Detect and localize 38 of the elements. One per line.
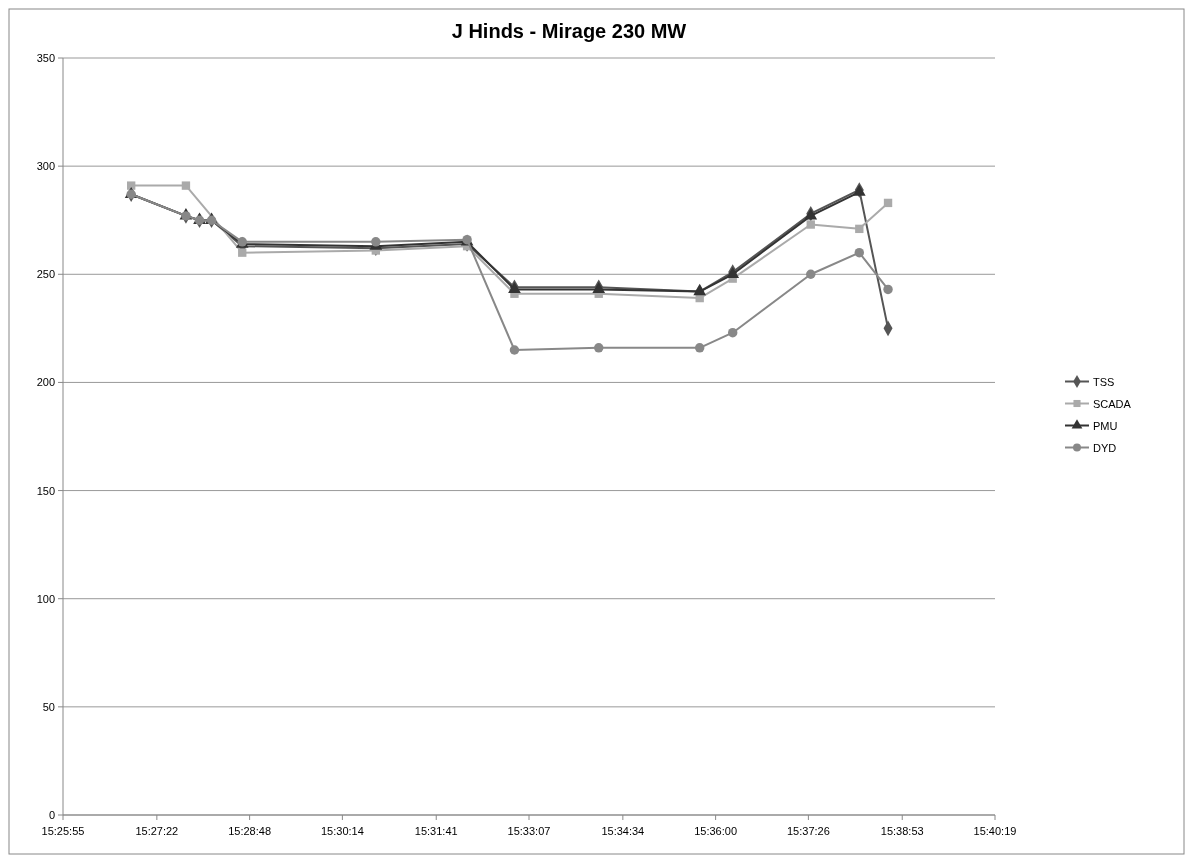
point [883, 284, 893, 295]
point [238, 248, 247, 257]
legend-label: SCADA [1093, 397, 1132, 410]
point [181, 181, 191, 190]
point [693, 284, 707, 296]
point [854, 247, 865, 258]
point [694, 343, 705, 353]
x-tick-label: 15:38:53 [880, 825, 924, 837]
y-tick-label: 300 [36, 160, 55, 173]
legend-label: PMU [1093, 419, 1118, 432]
x-tick-label: 15:37:26 [786, 825, 830, 837]
point [727, 327, 738, 338]
chart-title: J Hinds - Mirage 230 MW [451, 20, 687, 42]
point [509, 345, 520, 355]
point [806, 220, 815, 229]
y-tick-label: 250 [36, 268, 55, 281]
y-tick-label: 50 [42, 700, 55, 713]
x-tick-label: 15:25:55 [41, 825, 85, 837]
point [855, 224, 864, 234]
x-tick-label: 15:30:14 [320, 825, 364, 837]
legend-label: DYD [1093, 441, 1117, 454]
y-tick-label: 350 [36, 52, 55, 64]
y-tick-label: 150 [36, 484, 55, 497]
point [126, 181, 136, 190]
point [883, 198, 893, 208]
x-tick-label: 15:36:00 [694, 825, 738, 837]
y-tick-label: 0 [48, 809, 55, 821]
point [594, 343, 604, 353]
y-tick-label: 100 [36, 592, 55, 605]
x-tick-label: 15:34:34 [601, 825, 645, 837]
y-tick-label: 200 [36, 376, 55, 389]
point [806, 269, 816, 279]
x-tick-label: 15:28:48 [228, 825, 272, 837]
legend-label: TSS [1093, 375, 1115, 388]
x-tick-label: 15:33:07 [507, 825, 551, 837]
x-tick-label: 15:31:41 [414, 825, 458, 837]
x-tick-label: 15:40:19 [973, 825, 1017, 837]
x-tick-label: 15:27:22 [135, 825, 179, 837]
